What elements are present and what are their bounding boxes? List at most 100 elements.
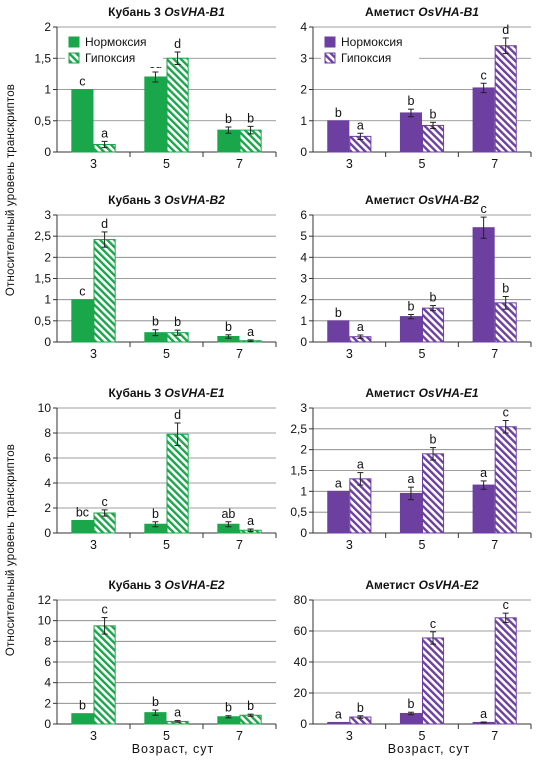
bar-normoxia bbox=[472, 484, 495, 534]
x-tick-label: 7 bbox=[236, 538, 243, 552]
chart-title-gene: OsVHA-E1 bbox=[419, 386, 479, 400]
y-tick-label: 2 bbox=[44, 501, 51, 515]
y-tick-label: 3 bbox=[300, 401, 307, 415]
significance-label: b bbox=[335, 306, 342, 320]
y-tick-label: 3 bbox=[300, 272, 307, 286]
y-tick-label: 1,5 bbox=[290, 464, 307, 478]
x-tick-label: 7 bbox=[236, 157, 243, 171]
y-axis-label-top: Относительный уровень транскриптов bbox=[2, 40, 20, 340]
legend-label-hypoxia: Гипоксия bbox=[85, 51, 135, 65]
chart-panel-2: 0 1 2 3 4 Аметист OsVHA-B1 3 b a 5 b b 7 c d Нормоксия Г… bbox=[300, 5, 532, 171]
y-axis-label-text: Относительный уровень транскриптов bbox=[5, 83, 17, 297]
x-tick-label: 7 bbox=[236, 729, 243, 743]
x-tick-label: 3 bbox=[90, 538, 97, 552]
y-tick-label: 6 bbox=[300, 208, 307, 222]
significance-label: b bbox=[152, 315, 159, 329]
x-tick-label: 7 bbox=[491, 538, 498, 552]
significance-label: c bbox=[503, 406, 509, 420]
significance-label: a bbox=[480, 707, 487, 721]
legend-box bbox=[321, 33, 419, 67]
y-axis-label-text: Относительный уровень транскриптов bbox=[5, 443, 17, 657]
y-axis-label-bottom: Относительный уровень транскриптов bbox=[2, 400, 20, 700]
bar-hypoxia bbox=[494, 617, 517, 725]
significance-label: c bbox=[79, 285, 85, 299]
y-tick-label: 2 bbox=[44, 250, 51, 264]
significance-label: a bbox=[357, 458, 364, 472]
chart-title-plain: Аметист bbox=[365, 578, 418, 592]
y-tick-label: 0,5 bbox=[34, 314, 51, 328]
bar-hypoxia bbox=[422, 453, 445, 534]
y-tick-label: 80 bbox=[294, 593, 308, 607]
legend-box bbox=[65, 33, 163, 67]
x-tick-label: 5 bbox=[163, 729, 170, 743]
y-tick-label: 0 bbox=[44, 335, 51, 349]
significance-label: a bbox=[247, 514, 254, 528]
bar-normoxia bbox=[144, 76, 167, 153]
y-tick-label: 8 bbox=[44, 426, 51, 440]
bar-normoxia bbox=[71, 520, 94, 534]
significance-label: c bbox=[481, 202, 487, 216]
y-tick-label: 10 bbox=[38, 614, 52, 628]
significance-label: b bbox=[247, 111, 254, 125]
y-tick-label: 1 bbox=[44, 293, 51, 307]
x-tick-label: 5 bbox=[419, 157, 426, 171]
y-tick-label: 0,5 bbox=[34, 114, 51, 128]
bar-normoxia bbox=[327, 490, 350, 534]
chart-title: Аметист OsVHA-B1 bbox=[365, 5, 479, 19]
x-tick-label: 3 bbox=[90, 729, 97, 743]
significance-label: b bbox=[430, 107, 437, 121]
chart-title-gene: OsVHA-E2 bbox=[165, 578, 225, 592]
significance-label: c bbox=[101, 603, 107, 617]
significance-label: b bbox=[225, 112, 232, 126]
y-tick-label: 4 bbox=[44, 676, 51, 690]
chart-title-plain: Аметист bbox=[365, 386, 418, 400]
y-tick-label: 8 bbox=[44, 634, 51, 648]
y-tick-label: 0 bbox=[44, 717, 51, 731]
significance-label: b bbox=[335, 106, 342, 120]
chart-title-plain: Кубань 3 bbox=[108, 193, 164, 207]
x-tick-label: 5 bbox=[419, 347, 426, 361]
y-tick-label: 4 bbox=[300, 250, 307, 264]
x-tick-label: 5 bbox=[419, 729, 426, 743]
x-tick-label: 7 bbox=[236, 347, 243, 361]
bar-normoxia bbox=[71, 89, 94, 153]
y-tick-label: 1,5 bbox=[34, 51, 51, 65]
significance-label: c bbox=[430, 617, 436, 631]
significance-label: a bbox=[247, 325, 254, 339]
significance-label: b bbox=[357, 701, 364, 715]
y-tick-label: 2 bbox=[300, 293, 307, 307]
y-tick-label: 40 bbox=[294, 655, 308, 669]
y-tick-label: 0,5 bbox=[290, 505, 307, 519]
x-tick-label: 7 bbox=[491, 157, 498, 171]
chart-title-gene: OsVHA-B1 bbox=[418, 5, 479, 19]
bar-normoxia bbox=[472, 87, 495, 153]
x-tick-label: 3 bbox=[346, 538, 353, 552]
significance-label: b bbox=[225, 701, 232, 715]
significance-label: b bbox=[430, 433, 437, 447]
significance-label: a bbox=[407, 472, 414, 486]
y-tick-label: 0 bbox=[44, 145, 51, 159]
significance-label: b bbox=[407, 299, 414, 313]
chart-title-gene: OsVHA-B1 bbox=[164, 5, 225, 19]
significance-label: d bbox=[174, 37, 181, 51]
y-tick-label: 2 bbox=[300, 443, 307, 457]
bar-hypoxia bbox=[494, 45, 517, 153]
significance-label: b bbox=[79, 699, 86, 713]
y-tick-label: 1 bbox=[300, 484, 307, 498]
significance-label: bc bbox=[76, 506, 89, 520]
x-axis-label-right: Возраст, сут bbox=[387, 742, 471, 756]
x-tick-label: 5 bbox=[163, 157, 170, 171]
significance-label: a bbox=[174, 706, 181, 720]
bar-hypoxia bbox=[93, 239, 116, 343]
chart-title: Кубань 3 OsVHA-B2 bbox=[108, 193, 225, 207]
y-tick-label: 12 bbox=[38, 593, 52, 607]
chart-title-plain: Кубань 3 bbox=[108, 386, 164, 400]
bar-hypoxia bbox=[422, 637, 445, 725]
bar-hypoxia bbox=[349, 478, 372, 534]
y-tick-label: 0 bbox=[300, 526, 307, 540]
